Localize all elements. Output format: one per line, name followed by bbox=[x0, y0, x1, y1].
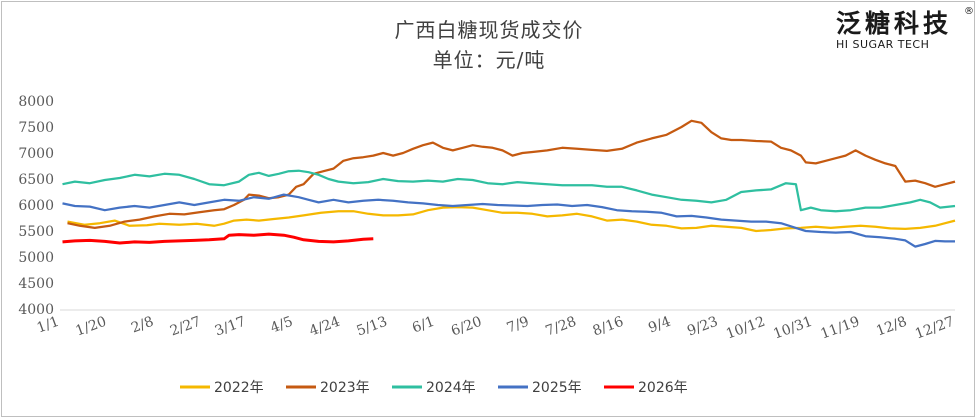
x-tick-label: 3/17 bbox=[213, 314, 248, 340]
x-tick-label: 12/8 bbox=[874, 314, 909, 340]
y-tick-label: 6500 bbox=[18, 172, 54, 188]
x-tick-label: 8/16 bbox=[591, 314, 626, 340]
y-tick-label: 5000 bbox=[18, 250, 54, 266]
x-tick-label: 10/31 bbox=[771, 314, 814, 343]
legend-label: 2024年 bbox=[426, 380, 476, 396]
series-lines bbox=[62, 119, 956, 248]
y-tick-label: 5500 bbox=[18, 224, 54, 240]
x-tick-label: 9/23 bbox=[685, 314, 720, 340]
chart-title: 广西白糖现货成交价 bbox=[394, 18, 584, 42]
x-tick-label: 9/4 bbox=[646, 314, 673, 337]
x-axis: 1/1 1/20 2/8 2/27 3/17 4/5 4/24 5/13 6/1 6/20 7/9 7… bbox=[35, 309, 956, 343]
x-tick-label: 5/13 bbox=[355, 314, 390, 340]
legend-label: 2025年 bbox=[532, 380, 582, 396]
x-tick-label: 6/20 bbox=[449, 314, 484, 340]
x-tick-label: 7/9 bbox=[505, 314, 532, 337]
series-line-2022 bbox=[67, 205, 956, 233]
registered-mark: ® bbox=[964, 6, 974, 17]
x-tick-label: 11/19 bbox=[818, 314, 861, 343]
x-tick-label: 1/1 bbox=[35, 314, 62, 337]
series-line-2024 bbox=[62, 169, 956, 213]
x-tick-label: 4/24 bbox=[307, 314, 342, 340]
logo-chinese-text: 泛糖科技 bbox=[836, 9, 953, 38]
series-line-2026 bbox=[62, 232, 374, 245]
series-line-2025 bbox=[62, 193, 955, 248]
y-tick-label: 8000 bbox=[18, 94, 54, 110]
x-tick-label: 4/5 bbox=[268, 314, 295, 337]
x-tick-label: 2/8 bbox=[129, 314, 156, 337]
y-tick-label: 7000 bbox=[18, 146, 54, 162]
y-tick-label: 6000 bbox=[18, 198, 54, 214]
x-tick-label: 10/12 bbox=[724, 314, 767, 343]
legend-label: 2023年 bbox=[320, 380, 370, 396]
chart-subtitle: 单位：元/吨 bbox=[432, 48, 546, 72]
legend: 2022年 2023年 2024年 2025年 2026年 bbox=[180, 380, 688, 396]
x-tick-label: 2/27 bbox=[168, 314, 203, 340]
y-axis: 4000 4500 5000 5500 6000 6500 7000 7500 8000 bbox=[18, 94, 54, 318]
x-tick-label: 6/1 bbox=[410, 314, 437, 337]
company-logo: 泛糖科技 HI SUGAR TECH ® bbox=[836, 6, 974, 52]
x-tick-label: 12/27 bbox=[913, 314, 956, 343]
legend-label: 2026年 bbox=[638, 380, 688, 396]
x-tick-label: 1/20 bbox=[74, 314, 109, 340]
logo-english-text: HI SUGAR TECH bbox=[836, 38, 930, 51]
y-tick-label: 4000 bbox=[18, 302, 54, 318]
x-tick-label: 7/28 bbox=[543, 314, 578, 340]
y-tick-label: 7500 bbox=[18, 120, 54, 136]
legend-label: 2022年 bbox=[214, 380, 264, 396]
y-tick-label: 4500 bbox=[18, 276, 54, 292]
